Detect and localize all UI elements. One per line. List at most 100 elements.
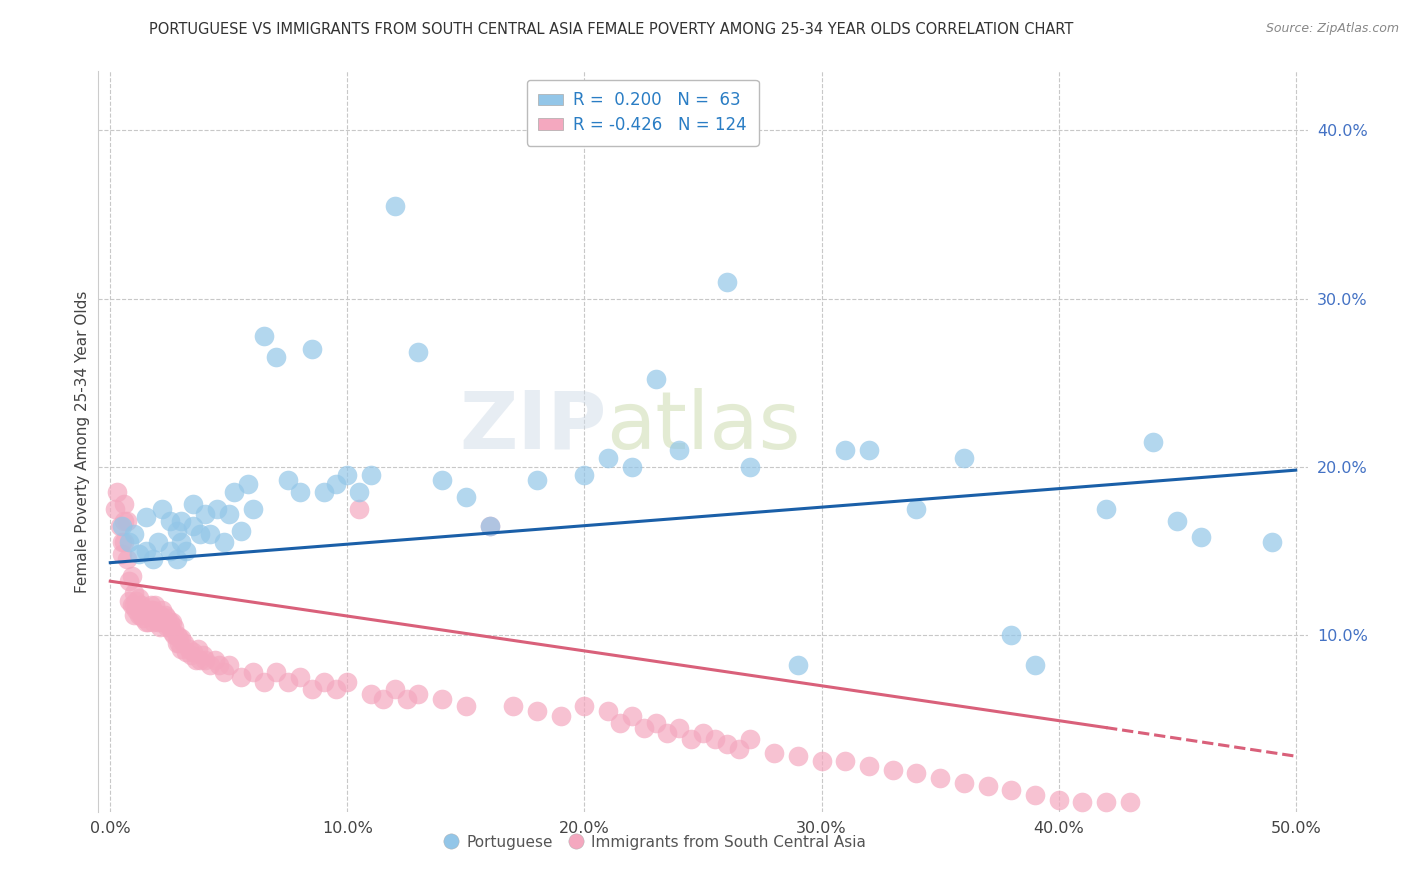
Point — [786, 658, 808, 673]
Point — [236, 476, 259, 491]
Point — [180, 648, 202, 663]
Point — [114, 535, 136, 549]
Point — [574, 698, 596, 713]
Point — [135, 615, 157, 629]
Point — [1000, 628, 1022, 642]
Point — [620, 708, 643, 723]
Point — [1261, 535, 1284, 549]
Point — [136, 615, 159, 629]
Point — [152, 603, 174, 617]
Point — [160, 624, 183, 639]
Point — [657, 725, 679, 739]
Point — [288, 485, 311, 500]
Point — [166, 628, 188, 642]
Point — [301, 342, 323, 356]
Point — [1000, 782, 1022, 797]
Point — [882, 763, 904, 777]
Point — [111, 518, 134, 533]
Point — [118, 574, 141, 589]
Point — [432, 473, 454, 487]
Point — [218, 507, 240, 521]
Point — [128, 591, 150, 605]
Point — [644, 715, 666, 730]
Point — [204, 653, 226, 667]
Point — [146, 615, 169, 629]
Point — [177, 641, 200, 656]
Point — [550, 708, 572, 723]
Point — [325, 681, 347, 696]
Point — [277, 675, 299, 690]
Point — [277, 473, 299, 487]
Point — [135, 603, 157, 617]
Point — [115, 514, 138, 528]
Y-axis label: Female Poverty Among 25-34 Year Olds: Female Poverty Among 25-34 Year Olds — [75, 291, 90, 592]
Point — [454, 490, 477, 504]
Point — [810, 754, 832, 768]
Point — [644, 372, 666, 386]
Text: PORTUGUESE VS IMMIGRANTS FROM SOUTH CENTRAL ASIA FEMALE POVERTY AMONG 25-34 YEAR: PORTUGUESE VS IMMIGRANTS FROM SOUTH CENT… — [149, 22, 1074, 37]
Point — [408, 345, 430, 359]
Point — [858, 759, 880, 773]
Point — [371, 692, 394, 706]
Point — [121, 598, 143, 612]
Point — [181, 497, 204, 511]
Point — [160, 615, 183, 629]
Point — [142, 552, 165, 566]
Point — [242, 501, 264, 516]
Point — [163, 628, 186, 642]
Point — [325, 476, 347, 491]
Point — [187, 641, 209, 656]
Point — [132, 603, 155, 617]
Point — [229, 670, 252, 684]
Point — [194, 653, 217, 667]
Point — [191, 648, 214, 663]
Point — [384, 681, 406, 696]
Point — [526, 473, 548, 487]
Point — [190, 527, 212, 541]
Point — [167, 636, 190, 650]
Point — [716, 275, 738, 289]
Point — [156, 611, 179, 625]
Point — [620, 459, 643, 474]
Point — [170, 641, 193, 656]
Point — [159, 544, 181, 558]
Point — [122, 607, 145, 622]
Point — [181, 645, 204, 659]
Point — [478, 518, 501, 533]
Point — [301, 681, 323, 696]
Point — [105, 485, 128, 500]
Point — [194, 507, 217, 521]
Point — [1071, 795, 1094, 809]
Point — [360, 687, 382, 701]
Point — [139, 598, 162, 612]
Point — [786, 749, 808, 764]
Point — [174, 645, 197, 659]
Point — [976, 780, 998, 794]
Point — [149, 619, 172, 633]
Point — [1024, 658, 1046, 673]
Point — [156, 619, 179, 633]
Point — [190, 653, 212, 667]
Point — [574, 468, 596, 483]
Point — [526, 704, 548, 718]
Point — [905, 766, 928, 780]
Point — [125, 594, 148, 608]
Point — [598, 704, 620, 718]
Point — [242, 665, 264, 679]
Point — [681, 732, 703, 747]
Point — [159, 514, 181, 528]
Point — [668, 442, 690, 457]
Point — [929, 771, 952, 785]
Point — [159, 619, 181, 633]
Point — [312, 485, 335, 500]
Point — [114, 497, 136, 511]
Point — [114, 514, 136, 528]
Point — [347, 501, 370, 516]
Point — [143, 611, 166, 625]
Point — [135, 510, 157, 524]
Point — [212, 535, 235, 549]
Point — [740, 732, 762, 747]
Point — [163, 619, 186, 633]
Point — [408, 687, 430, 701]
Point — [1095, 795, 1118, 809]
